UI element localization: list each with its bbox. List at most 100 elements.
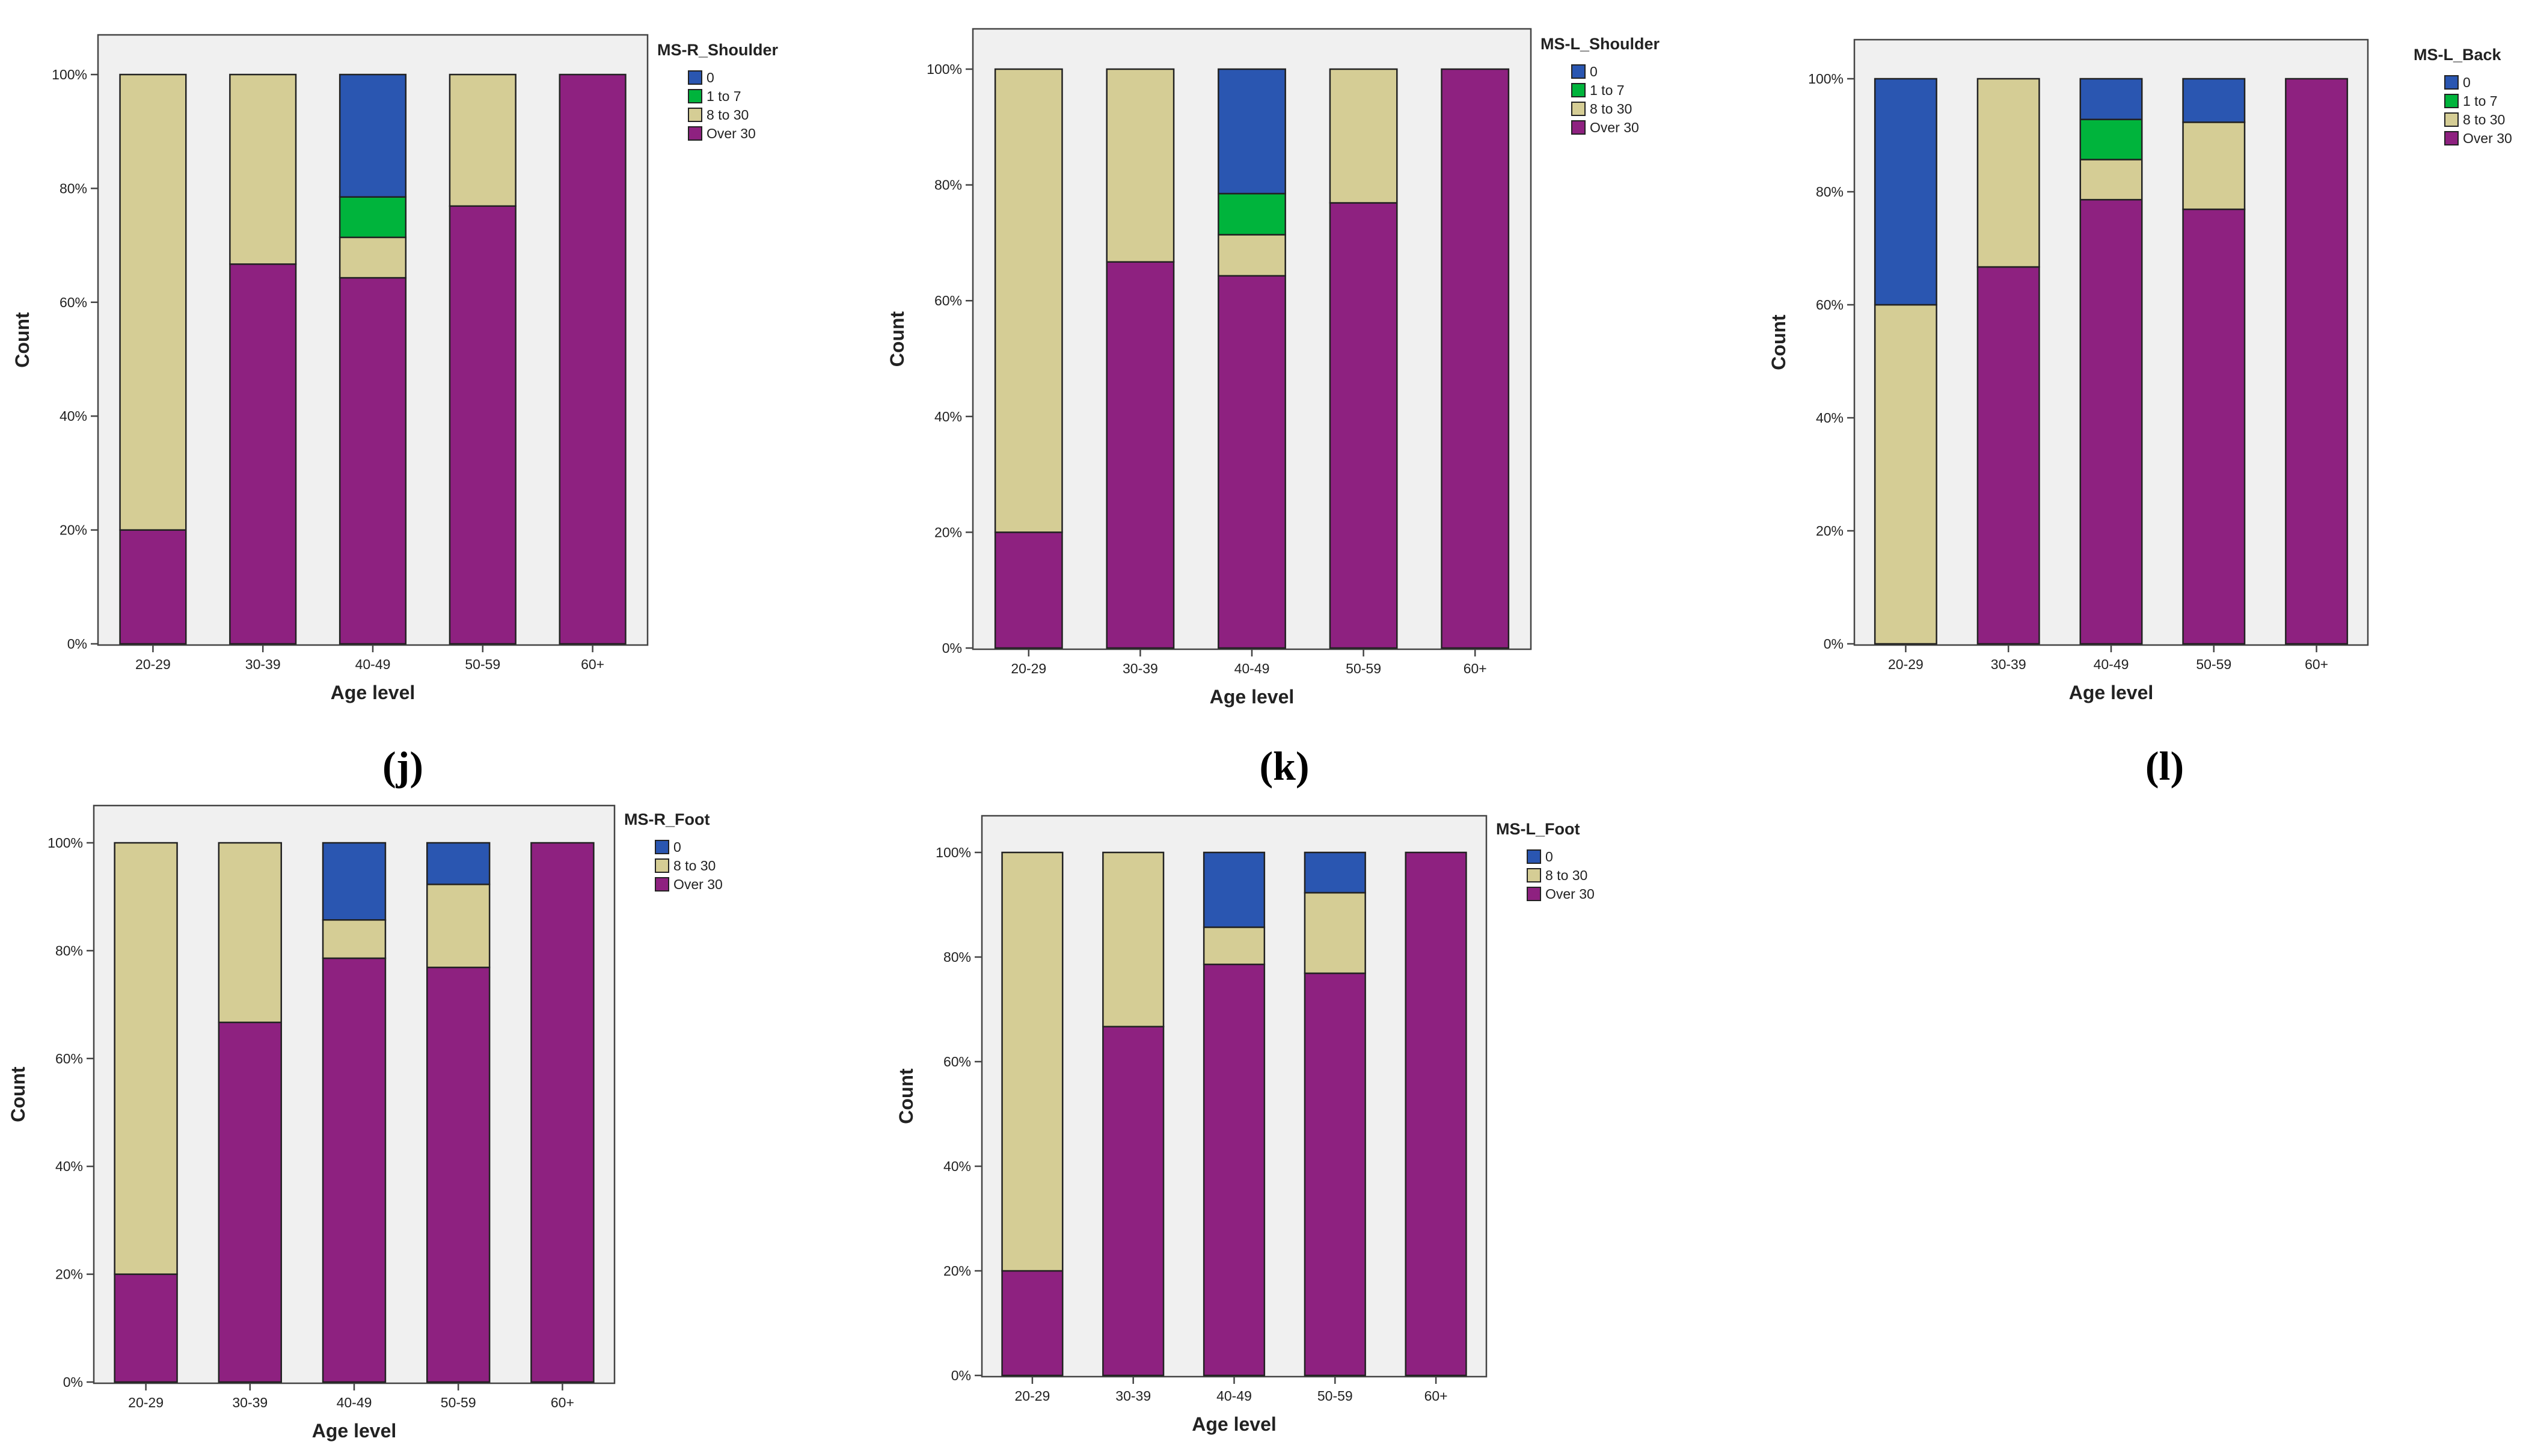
- y-tick-label: 40%: [934, 409, 962, 424]
- bar-segment-40-49-0: [2079, 78, 2143, 120]
- legend-swatch-8-to-30: [688, 108, 702, 122]
- x-tick-label: 40-49: [1216, 1388, 1252, 1404]
- x-tick-label: 30-39: [1991, 656, 2026, 672]
- legend: MS-R_Foot 0 8 to 30 Over 30: [624, 810, 723, 892]
- legend-label-1-to-7: 1 to 7: [1590, 82, 1625, 98]
- x-tick-label: 60+: [1464, 661, 1487, 676]
- legend-label-over-30: Over 30: [2463, 130, 2512, 146]
- x-tick-label: 20-29: [135, 656, 171, 672]
- y-tick-label: 60%: [934, 293, 962, 308]
- legend: MS-L_Back 0 1 to 7 8 to 30 Over 30: [2414, 46, 2512, 146]
- legend-label-over-30: Over 30: [707, 126, 756, 141]
- x-tick-label: 40-49: [337, 1395, 372, 1410]
- x-axis-label: Age level: [331, 682, 415, 703]
- y-axis-label: Count: [7, 1066, 29, 1122]
- legend-swatch-over-30: [688, 126, 702, 141]
- bar-segment-40-49-8-to-30: [1203, 926, 1266, 965]
- bar-segment-40-49-over-30: [2079, 198, 2143, 645]
- bar-segment-50-59-8-to-30: [449, 73, 517, 207]
- legend-swatch-1-to-7: [688, 89, 702, 103]
- legend: MS-L_Shoulder 0 1 to 7 8 to 30 Over 30: [1540, 35, 1660, 135]
- y-tick-label: 0%: [1824, 636, 1844, 652]
- bar-segment-20-29-over-30: [1001, 1270, 1064, 1377]
- bar-segment-40-49-over-30: [339, 277, 407, 645]
- chart-ms-l-shoulder: 0% 20% 40% 60% 80% 100% 20-29 30-39 40-49 50-59 60…: [886, 28, 1660, 708]
- x-tick-label: 40-49: [355, 656, 391, 672]
- bar-segment-20-29-8-to-30: [1001, 851, 1064, 1272]
- bar-segment-50-59-8-to-30: [1304, 892, 1366, 974]
- legend-swatch-8-to-30: [2444, 112, 2459, 127]
- legend-title: MS-L_Foot: [1496, 820, 1580, 838]
- y-tick-label: 40%: [60, 408, 87, 424]
- y-tick-label: 100%: [52, 67, 87, 82]
- bar-segment-20-29-8-to-30: [119, 73, 187, 531]
- legend-label-over-30: Over 30: [1545, 886, 1595, 902]
- chart-ms-l-foot: 0% 20% 40% 60% 80% 100% 20-29 30-39 40-49 50-59 60…: [895, 815, 1595, 1435]
- y-tick-label: 20%: [1816, 523, 1844, 539]
- y-axis-label: Count: [886, 311, 908, 367]
- y-tick-label: 20%: [934, 524, 962, 540]
- y-tick-label: 40%: [55, 1158, 83, 1174]
- y-tick-label: 0%: [942, 640, 962, 656]
- bar-segment-40-49-0: [339, 73, 407, 198]
- x-tick-label: 20-29: [1011, 661, 1046, 676]
- legend: MS-R_Shoulder 0 1 to 7 8 to 30 Over 30: [657, 41, 779, 141]
- y-tick-label: 40%: [1816, 410, 1844, 426]
- x-tick-label: 60+: [1424, 1388, 1448, 1404]
- legend: MS-L_Foot 0 8 to 30 Over 30: [1496, 820, 1595, 902]
- bar-segment-50-59-over-30: [1304, 972, 1366, 1377]
- legend-swatch-8-to-30: [655, 858, 669, 873]
- bar-segment-40-49-8-to-30: [2079, 159, 2143, 201]
- bar-segment-50-59-over-30: [1329, 202, 1398, 649]
- legend-label-0: 0: [2463, 75, 2471, 90]
- y-tick-label: 80%: [1816, 184, 1844, 200]
- bar-segment-40-49-0: [322, 842, 387, 921]
- x-tick-label: 60+: [2305, 656, 2328, 672]
- y-tick-label: 100%: [1808, 71, 1844, 87]
- bar-segment-30-39-over-30: [1102, 1026, 1165, 1377]
- bar-segment-60-over-30: [1405, 851, 1467, 1377]
- y-tick-label: 60%: [55, 1051, 83, 1066]
- x-axis-label: Age level: [1210, 686, 1295, 708]
- legend-title: MS-R_Foot: [624, 810, 710, 828]
- bar-segment-30-39-8-to-30: [218, 842, 283, 1023]
- bar-segment-40-49-over-30: [322, 957, 387, 1383]
- chart-ms-r-foot: 0% 20% 40% 60% 80% 100% 20-29 30-39 40-49 50-59 60…: [7, 804, 723, 1442]
- bar-segment-20-29-over-30: [994, 531, 1063, 649]
- bar-segment-60-over-30: [1441, 68, 1510, 649]
- legend-label-0: 0: [1545, 849, 1553, 864]
- bar-segment-40-49-over-30: [1203, 963, 1266, 1377]
- legend-swatch-over-30: [2444, 131, 2459, 145]
- bar-segment-50-59-over-30: [426, 966, 491, 1383]
- legend-swatch-0: [2444, 75, 2459, 90]
- x-tick-label: 60+: [551, 1395, 574, 1410]
- bar-segment-40-49-8-to-30: [339, 236, 407, 279]
- bar-segment-20-29-0: [1874, 78, 1937, 306]
- legend-label-0: 0: [673, 839, 681, 855]
- x-tick-label: 50-59: [1346, 661, 1381, 676]
- x-tick-label: 50-59: [1317, 1388, 1353, 1404]
- bar-segment-50-59-8-to-30: [426, 883, 491, 968]
- x-tick-label: 30-39: [1115, 1388, 1151, 1404]
- bar-segment-20-29-8-to-30: [1874, 304, 1937, 645]
- y-tick-label: 80%: [943, 949, 971, 965]
- chart-ms-r-shoulder: 0% 20% 40% 60% 80% 100% 20-29 30-39 40-49 50-59 60…: [11, 34, 779, 703]
- bar-segment-40-49-1-to-7: [2079, 118, 2143, 161]
- legend-swatch-0: [1571, 64, 1586, 79]
- bar-segment-40-49-8-to-30: [322, 919, 387, 959]
- legend-swatch-over-30: [1527, 887, 1541, 901]
- bar-segment-40-49-0: [1218, 68, 1286, 195]
- y-tick-label: 0%: [63, 1374, 83, 1390]
- x-tick-label: 50-59: [465, 656, 500, 672]
- bar-segment-50-59-0: [426, 842, 491, 886]
- legend-label-1-to-7: 1 to 7: [2463, 93, 2498, 109]
- bar-segment-40-49-over-30: [1218, 275, 1286, 649]
- legend-swatch-0: [1527, 849, 1541, 864]
- bar-segment-40-49-1-to-7: [339, 196, 407, 239]
- x-tick-label: 60+: [581, 656, 604, 672]
- y-tick-label: 80%: [60, 180, 87, 196]
- y-axis-label: Count: [895, 1068, 917, 1124]
- legend-label-1-to-7: 1 to 7: [707, 88, 741, 104]
- bar-segment-30-39-8-to-30: [229, 73, 297, 265]
